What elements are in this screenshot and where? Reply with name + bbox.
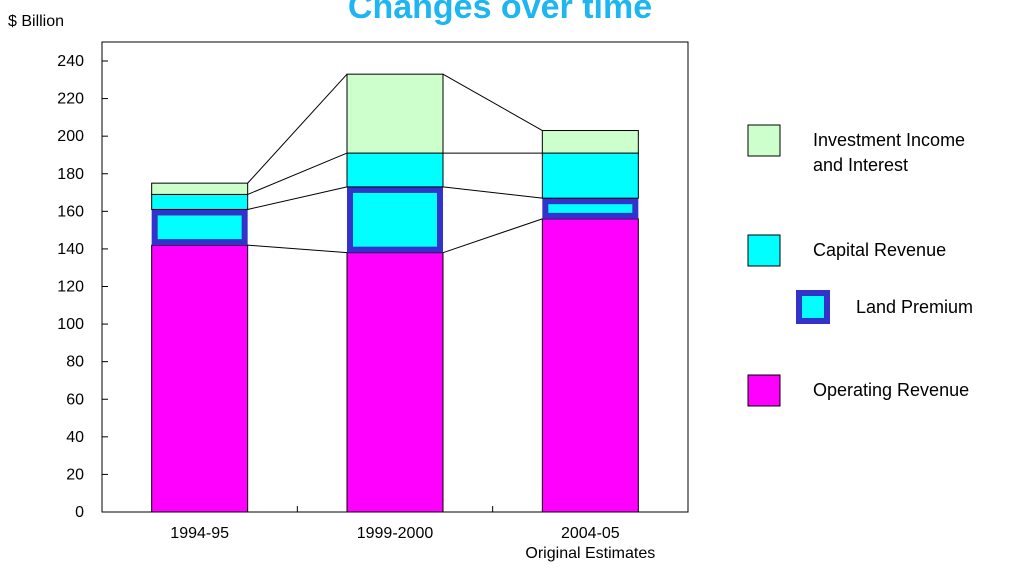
y-tick-label: 180 <box>57 166 84 183</box>
series-connector <box>247 244 348 254</box>
y-tick-label: 100 <box>57 316 84 333</box>
x-tick-label: 2004-05 <box>561 525 620 542</box>
y-tick-label: 140 <box>57 241 84 258</box>
series-connector <box>247 73 348 184</box>
series-connector <box>247 186 348 210</box>
bar-segment <box>541 152 639 199</box>
series-connector <box>442 186 543 199</box>
bar-segment <box>347 186 443 253</box>
bar-segment <box>541 130 639 154</box>
bar-segment <box>346 152 444 188</box>
bar-segment <box>346 252 444 513</box>
legend-swatch <box>747 124 781 157</box>
x-tick-label: 1994-95 <box>170 525 229 542</box>
y-tick-label: 80 <box>66 354 84 371</box>
chart-marks: 0 20 40 60 80 100 120 140 160 180 200 220 240 1994-95… <box>57 53 655 562</box>
legend-swatch <box>747 374 781 407</box>
bar-segment <box>151 182 249 195</box>
y-tick-label: 160 <box>57 203 84 220</box>
legend-label: Operating Revenue <box>813 380 969 400</box>
y-tick-label: 20 <box>66 466 84 483</box>
legend-swatch <box>747 234 781 267</box>
x-tick-sublabel: Original Estimates <box>525 545 655 562</box>
series-connector <box>247 152 348 195</box>
bar-segment <box>151 193 249 210</box>
y-tick-label: 40 <box>66 429 84 446</box>
bar-segment <box>346 73 444 154</box>
y-tick-label: 200 <box>57 128 84 145</box>
bar-segment <box>542 198 639 219</box>
legend-label: and Interest <box>813 155 908 175</box>
legend-label: Investment Income <box>813 130 965 150</box>
series-connector <box>442 73 543 131</box>
legend-swatch <box>796 290 830 324</box>
series-connector <box>442 218 543 254</box>
bar-segment <box>541 218 639 513</box>
legend-label: Capital Revenue <box>813 240 946 260</box>
legend-label: Land Premium <box>856 297 973 317</box>
y-tick-label: 220 <box>57 91 84 108</box>
legend: Investment Income and Interest Capital Rev… <box>747 124 973 407</box>
bar-segment <box>151 209 248 246</box>
x-tick-label: 1999-2000 <box>357 525 434 542</box>
y-axis-label: $ Billion <box>8 13 64 30</box>
y-tick-label: 240 <box>57 53 84 70</box>
y-tick-label: 120 <box>57 279 84 296</box>
y-tick-label: 60 <box>66 391 84 408</box>
chart-title: Changes over time <box>348 0 652 26</box>
bar-segment <box>151 244 249 513</box>
y-tick-label: 0 <box>75 504 84 521</box>
